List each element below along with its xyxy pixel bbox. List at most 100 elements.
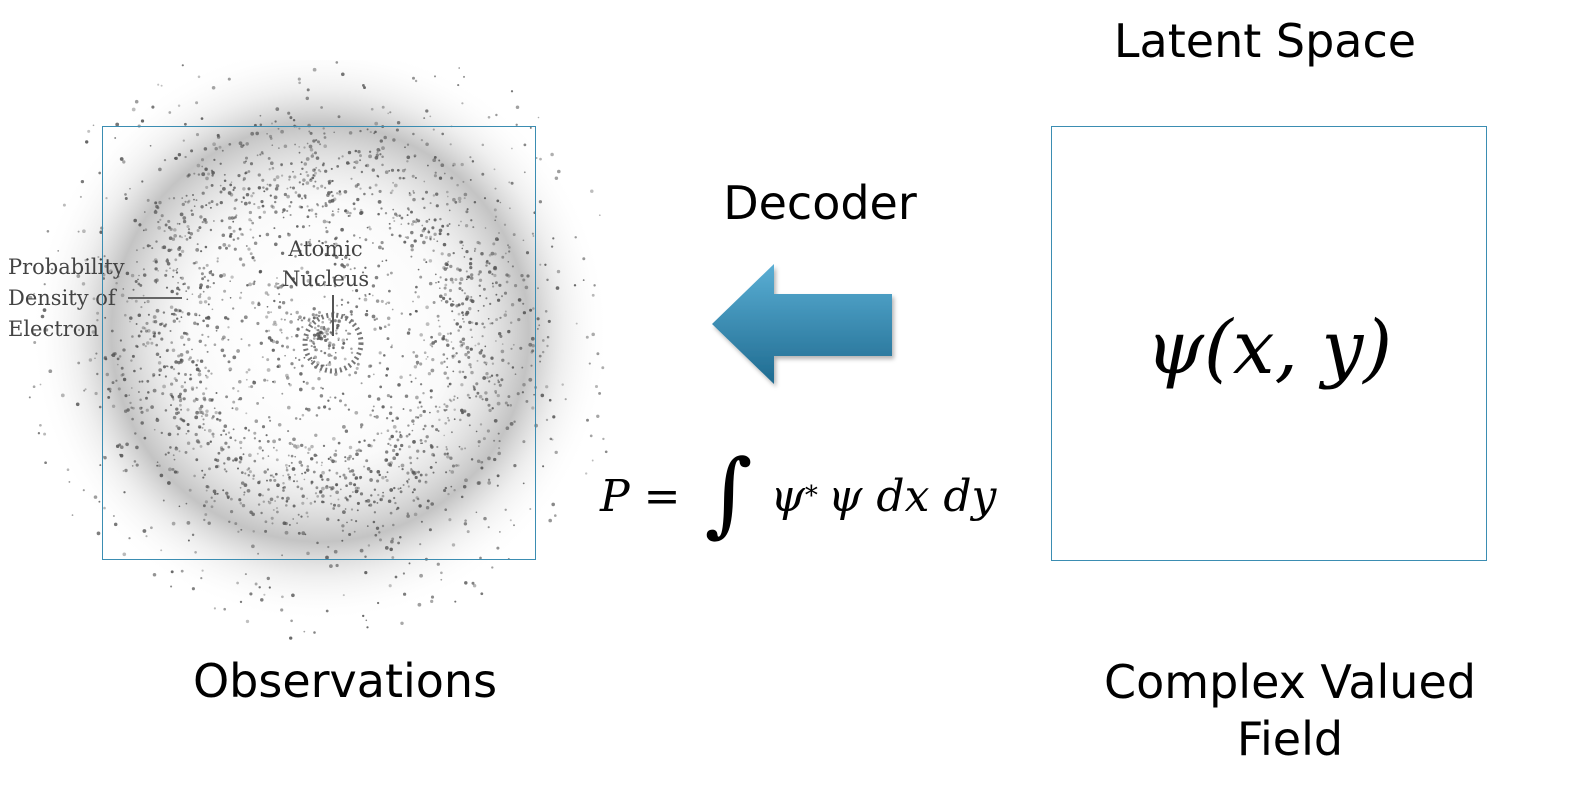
cloud-dot	[420, 405, 423, 408]
cloud-dot	[172, 312, 176, 316]
cloud-dot	[185, 502, 188, 505]
cloud-dot	[242, 177, 246, 181]
cloud-dot	[476, 359, 479, 362]
cloud-dot	[470, 273, 474, 277]
cloud-dot	[295, 334, 299, 338]
cloud-dot	[470, 370, 474, 375]
cloud-dot	[323, 334, 327, 339]
cloud-dot	[451, 310, 454, 313]
cloud-dot	[392, 448, 396, 453]
cloud-dot	[521, 391, 525, 394]
cloud-dot	[462, 318, 464, 320]
cloud-dot	[304, 533, 307, 536]
cloud-dot	[107, 387, 110, 391]
cloud-dot	[448, 469, 451, 472]
cloud-dot	[238, 141, 243, 146]
cloud-dot	[187, 358, 191, 361]
cloud-dot	[265, 315, 269, 319]
cloud-dot	[337, 441, 341, 445]
cloud-dot	[461, 289, 464, 292]
cloud-dot	[142, 343, 146, 346]
cloud-dot	[155, 240, 158, 243]
cloud-dot	[183, 381, 187, 384]
cloud-dot	[169, 305, 174, 309]
cloud-dot	[508, 250, 511, 253]
cloud-dot	[109, 390, 112, 393]
cloud-dot	[257, 205, 261, 210]
cloud-dot	[205, 484, 209, 489]
cloud-dot	[344, 508, 347, 510]
cloud-dot	[480, 349, 484, 352]
cloud-dot	[423, 258, 426, 262]
cloud-dot	[398, 214, 402, 217]
cloud-dot	[193, 172, 196, 175]
cloud-dot	[292, 118, 296, 122]
cloud-dot	[273, 284, 277, 288]
cloud-dot	[132, 288, 135, 291]
cloud-dot	[353, 161, 356, 164]
cloud-dot	[204, 344, 207, 347]
cloud-dot	[434, 339, 438, 343]
cloud-dot	[152, 375, 155, 378]
cloud-dot	[464, 352, 468, 357]
cloud-dot	[408, 562, 411, 565]
cloud-dot	[306, 336, 309, 339]
cloud-dot	[192, 399, 196, 403]
cloud-dot	[247, 429, 251, 432]
cloud-dot	[227, 77, 231, 81]
cloud-dot	[178, 505, 181, 508]
cloud-dot	[219, 190, 223, 194]
cloud-dot	[285, 500, 289, 503]
cloud-dot	[202, 504, 206, 508]
cloud-dot	[269, 338, 274, 342]
cloud-dot	[513, 420, 516, 423]
cloud-dot	[384, 546, 389, 550]
cloud-dot	[315, 313, 318, 317]
cloud-dot	[392, 523, 395, 527]
cloud-dot	[226, 317, 230, 321]
cloud-dot	[248, 386, 250, 388]
cloud-dot	[447, 253, 451, 257]
cloud-dot	[496, 484, 499, 487]
cloud-dot	[445, 448, 449, 451]
cloud-dot	[385, 367, 390, 371]
cloud-dot	[344, 460, 347, 463]
cloud-dot	[248, 470, 252, 474]
cloud-dot	[315, 215, 318, 218]
cloud-dot	[105, 196, 108, 200]
cloud-dot	[446, 343, 450, 347]
cloud-dot	[368, 227, 372, 231]
cloud-dot	[326, 332, 329, 336]
cloud-dot	[164, 273, 168, 277]
cloud-dot	[385, 374, 388, 377]
cloud-dot	[113, 522, 118, 527]
cloud-dot	[202, 392, 206, 396]
cloud-dot	[372, 520, 376, 524]
cloud-dot	[359, 548, 364, 553]
cloud-dot	[377, 175, 380, 178]
cloud-dot	[375, 317, 379, 321]
cloud-dot	[150, 341, 154, 345]
cloud-dot	[164, 409, 168, 412]
cloud-dot	[457, 303, 461, 307]
cloud-dot	[409, 461, 413, 465]
cloud-dot	[228, 367, 233, 372]
cloud-dot	[268, 586, 271, 589]
cloud-dot	[288, 383, 292, 387]
cloud-dot	[240, 319, 244, 323]
cloud-dot	[129, 187, 131, 190]
cloud-dot	[552, 237, 555, 240]
cloud-dot	[329, 458, 333, 462]
cloud-dot	[332, 253, 336, 257]
cloud-dot	[384, 212, 388, 215]
cloud-dot	[334, 372, 338, 377]
cloud-dot	[328, 199, 332, 204]
cloud-dot	[213, 607, 216, 610]
cloud-dot	[252, 380, 255, 383]
cloud-dot	[272, 380, 274, 383]
cloud-dot	[316, 361, 320, 365]
cloud-dot	[419, 573, 423, 578]
cloud-dot	[337, 339, 340, 342]
cloud-dot	[216, 257, 219, 260]
cloud-dot	[381, 494, 385, 498]
